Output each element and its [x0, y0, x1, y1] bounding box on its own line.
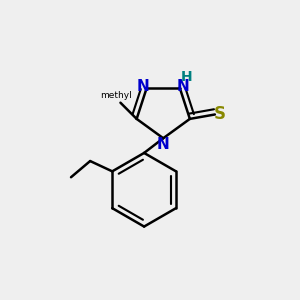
Text: N: N: [177, 79, 190, 94]
Text: methyl: methyl: [100, 91, 132, 100]
Text: N: N: [137, 79, 150, 94]
Text: N: N: [157, 136, 169, 152]
Text: H: H: [181, 70, 193, 84]
Text: S: S: [214, 106, 226, 124]
